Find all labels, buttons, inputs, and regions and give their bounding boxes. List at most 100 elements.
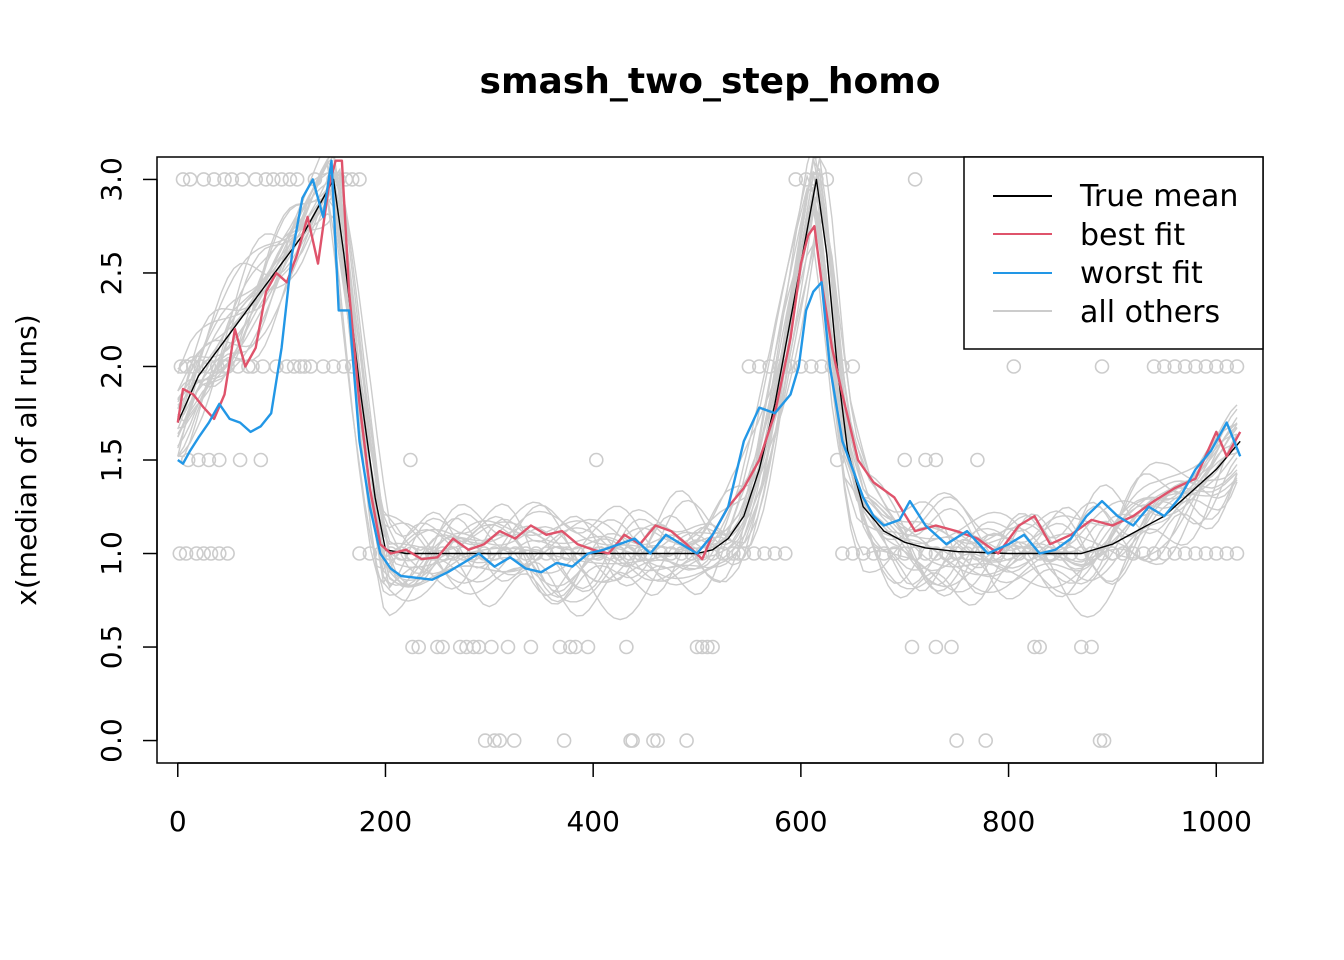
observation-point xyxy=(907,172,923,187)
x-tick-label: 0 xyxy=(169,805,187,838)
observation-point xyxy=(430,639,445,655)
observation-point xyxy=(619,639,634,655)
observation-point xyxy=(258,172,274,187)
observation-point xyxy=(1209,359,1224,374)
observation-point xyxy=(344,172,360,187)
observation-point xyxy=(646,733,661,748)
observation-point xyxy=(1094,359,1110,374)
observation-point xyxy=(1229,359,1245,374)
x-tick-label: 400 xyxy=(566,805,619,838)
observation-point xyxy=(1074,639,1089,655)
observation-point xyxy=(172,546,188,561)
observation-point xyxy=(297,359,312,374)
observation-point xyxy=(700,639,715,655)
y-tick-label: 0.0 xyxy=(95,718,128,763)
observation-point xyxy=(650,733,665,748)
observation-point xyxy=(949,546,964,561)
observation-point xyxy=(466,639,482,655)
observation-point xyxy=(178,546,194,561)
observation-point xyxy=(897,546,913,561)
observation-point xyxy=(798,172,814,187)
legend: True mean best fit worst fit all others xyxy=(963,156,1264,350)
observation-point xyxy=(835,546,850,561)
observation-point xyxy=(845,546,861,561)
observation-point xyxy=(705,639,720,655)
observation-point xyxy=(282,172,298,187)
other-run-line xyxy=(177,173,1238,588)
observation-point xyxy=(1198,546,1214,561)
observation-point xyxy=(1167,359,1182,374)
x-tick-label: 600 xyxy=(774,805,827,838)
observation-point xyxy=(1157,546,1172,561)
observation-point xyxy=(751,359,767,374)
observation-point xyxy=(1229,546,1245,561)
plot-area xyxy=(172,157,1245,748)
observation-point xyxy=(866,546,881,561)
observation-point xyxy=(918,546,933,561)
observation-point xyxy=(1177,359,1193,374)
observation-point xyxy=(189,546,204,561)
observation-point xyxy=(411,639,427,655)
observation-point xyxy=(352,546,367,561)
observation-point xyxy=(588,452,604,468)
observation-point xyxy=(970,452,985,468)
observation-point xyxy=(689,639,705,655)
y-tick-label: 2.0 xyxy=(95,344,128,389)
observation-point xyxy=(1115,546,1131,561)
observation-point xyxy=(928,546,944,561)
observation-point xyxy=(500,639,516,655)
observation-point xyxy=(326,359,341,374)
observation-point xyxy=(1209,546,1224,561)
observation-point xyxy=(1188,546,1203,561)
observation-point xyxy=(886,546,902,561)
legend-label-all-others: all others xyxy=(1080,295,1220,330)
observation-point xyxy=(918,452,933,468)
observation-point xyxy=(777,546,793,561)
observation-point xyxy=(746,546,762,561)
observation-point xyxy=(736,546,752,561)
observation-point xyxy=(949,733,964,748)
legend-label-best-fit: best fit xyxy=(1080,218,1185,253)
observation-point xyxy=(928,452,944,468)
y-axis-label: x(median of all runs) xyxy=(10,314,43,605)
observation-point xyxy=(289,172,305,187)
observation-point xyxy=(196,172,211,187)
observation-point xyxy=(904,639,920,655)
observation-point xyxy=(1096,733,1112,748)
observation-point xyxy=(694,639,710,655)
observation-point xyxy=(206,172,222,187)
observation-point xyxy=(362,546,378,561)
observation-point xyxy=(201,452,217,468)
observation-point xyxy=(1177,546,1193,561)
observation-point xyxy=(757,546,772,561)
observation-point xyxy=(1219,359,1234,374)
observation-point xyxy=(876,546,892,561)
observation-point xyxy=(731,546,746,561)
x-tick-label: 800 xyxy=(982,805,1035,838)
observation-point xyxy=(253,452,269,468)
axes: 0 200 400 600 800 1000 0.0 0.5 1.0 1.5 2.0 2.5 3.0 xyxy=(95,157,1252,838)
observation-point xyxy=(506,733,522,748)
observation-point xyxy=(1006,359,1022,374)
observation-point xyxy=(959,546,975,561)
observation-point xyxy=(978,733,994,748)
observation-point xyxy=(679,733,694,748)
observation-point xyxy=(803,359,819,374)
observation-point xyxy=(855,546,871,561)
observation-point xyxy=(625,733,640,748)
observation-point xyxy=(1105,546,1120,561)
observation-point xyxy=(829,452,845,468)
observation-point xyxy=(178,359,194,374)
observation-point xyxy=(352,172,367,187)
chart-title: smash_two_step_homo xyxy=(480,61,941,102)
observation-point xyxy=(726,546,741,561)
observation-point xyxy=(191,452,206,468)
observation-point xyxy=(938,546,954,561)
observation-point xyxy=(928,639,944,655)
observation-point xyxy=(1125,546,1141,561)
observation-point xyxy=(212,546,227,561)
observation-point xyxy=(523,639,539,655)
observation-point xyxy=(224,172,240,187)
observation-point xyxy=(556,733,572,748)
